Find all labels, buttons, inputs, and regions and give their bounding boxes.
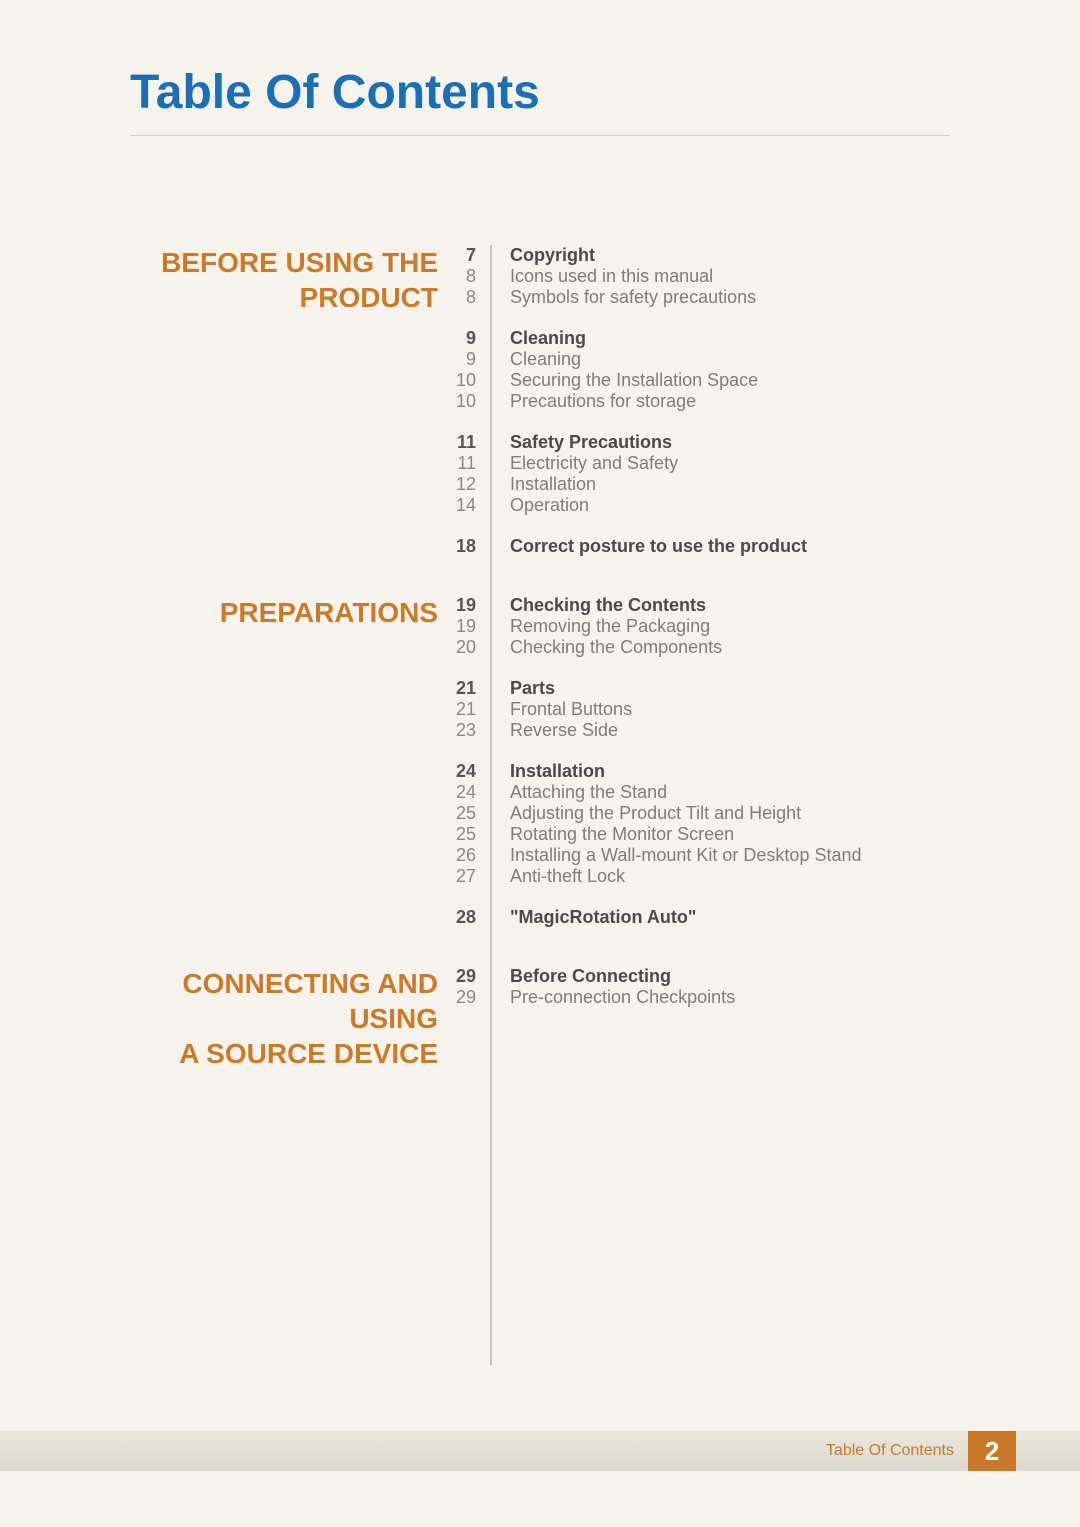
toc-item[interactable]: Checking the Components <box>510 637 960 658</box>
toc-item[interactable]: "MagicRotation Auto" <box>510 907 960 928</box>
toc-page-number: 21 <box>450 699 490 720</box>
toc-item[interactable]: Before Connecting <box>510 966 960 987</box>
toc-item[interactable]: Reverse Side <box>510 720 960 741</box>
toc-section: BEFORE USING THEPRODUCT78899101011111214… <box>90 245 960 557</box>
toc-item[interactable]: Copyright <box>510 245 960 266</box>
toc-item[interactable]: Parts <box>510 678 960 699</box>
toc-page-number: 11 <box>450 453 490 474</box>
toc-item[interactable]: Electricity and Safety <box>510 453 960 474</box>
toc-item[interactable]: Cleaning <box>510 349 960 370</box>
pages-column: 19192021212324242525262728 <box>450 595 490 928</box>
toc-page-number: 8 <box>450 287 490 308</box>
toc-page-number: 19 <box>450 616 490 637</box>
toc-page-number: 10 <box>450 391 490 412</box>
toc-page-number: 23 <box>450 720 490 741</box>
toc-page-number: 28 <box>450 907 490 928</box>
pages-column: 7889910101111121418 <box>450 245 490 557</box>
items-column: Before ConnectingPre-connection Checkpoi… <box>492 966 960 1071</box>
toc-page-number: 19 <box>450 595 490 616</box>
toc-page-number: 24 <box>450 761 490 782</box>
toc-page-number: 9 <box>450 328 490 349</box>
title-underline <box>130 135 950 136</box>
toc-page-number: 24 <box>450 782 490 803</box>
footer-bar: Table Of Contents 2 <box>0 1431 1080 1471</box>
section-title: PREPARATIONS <box>90 595 438 630</box>
toc-item[interactable]: Adjusting the Product Tilt and Height <box>510 803 960 824</box>
toc-item[interactable]: Anti-theft Lock <box>510 866 960 887</box>
toc-page-number: 20 <box>450 637 490 658</box>
items-column: CopyrightIcons used in this manualSymbol… <box>492 245 960 557</box>
footer-label: Table Of Contents <box>826 1442 954 1460</box>
toc-item[interactable]: Checking the Contents <box>510 595 960 616</box>
pages-column: 2929 <box>450 966 490 1071</box>
toc-item[interactable]: Attaching the Stand <box>510 782 960 803</box>
toc-item[interactable]: Installation <box>510 761 960 782</box>
toc-item[interactable]: Symbols for safety precautions <box>510 287 960 308</box>
toc-page-number: 12 <box>450 474 490 495</box>
toc-item[interactable]: Securing the Installation Space <box>510 370 960 391</box>
toc-item[interactable]: Installing a Wall-mount Kit or Desktop S… <box>510 845 960 866</box>
toc-item[interactable]: Icons used in this manual <box>510 266 960 287</box>
toc-item[interactable]: Removing the Packaging <box>510 616 960 637</box>
toc-item[interactable]: Correct posture to use the product <box>510 536 960 557</box>
section-title: CONNECTING AND USINGA SOURCE DEVICE <box>90 966 438 1071</box>
toc-section: PREPARATIONS19192021212324242525262728Ch… <box>90 595 960 928</box>
toc-item[interactable]: Safety Precautions <box>510 432 960 453</box>
toc-page-number: 18 <box>450 536 490 557</box>
footer-page-number: 2 <box>968 1431 1016 1471</box>
toc-page-number: 9 <box>450 349 490 370</box>
toc-page-number: 25 <box>450 803 490 824</box>
toc-item[interactable]: Rotating the Monitor Screen <box>510 824 960 845</box>
section-title-column: BEFORE USING THEPRODUCT <box>90 245 450 557</box>
toc-container: BEFORE USING THEPRODUCT78899101011111214… <box>90 245 960 1109</box>
toc-page-number: 14 <box>450 495 490 516</box>
page-title: Table Of Contents <box>130 65 540 120</box>
toc-page-number: 27 <box>450 866 490 887</box>
section-title-column: PREPARATIONS <box>90 595 450 928</box>
toc-page-number: 26 <box>450 845 490 866</box>
items-column: Checking the ContentsRemoving the Packag… <box>492 595 960 928</box>
toc-page-number: 10 <box>450 370 490 391</box>
toc-page-number: 25 <box>450 824 490 845</box>
toc-item[interactable]: Pre-connection Checkpoints <box>510 987 960 1008</box>
toc-item[interactable]: Installation <box>510 474 960 495</box>
toc-item[interactable]: Precautions for storage <box>510 391 960 412</box>
toc-page-number: 29 <box>450 966 490 987</box>
toc-item[interactable]: Operation <box>510 495 960 516</box>
toc-item[interactable]: Frontal Buttons <box>510 699 960 720</box>
section-title: BEFORE USING THEPRODUCT <box>90 245 438 315</box>
toc-page-number: 11 <box>450 432 490 453</box>
section-title-column: CONNECTING AND USINGA SOURCE DEVICE <box>90 966 450 1071</box>
toc-page-number: 21 <box>450 678 490 699</box>
toc-section: CONNECTING AND USINGA SOURCE DEVICE2929B… <box>90 966 960 1071</box>
toc-page-number: 8 <box>450 266 490 287</box>
toc-page-number: 29 <box>450 987 490 1008</box>
toc-item[interactable]: Cleaning <box>510 328 960 349</box>
toc-page-number: 7 <box>450 245 490 266</box>
